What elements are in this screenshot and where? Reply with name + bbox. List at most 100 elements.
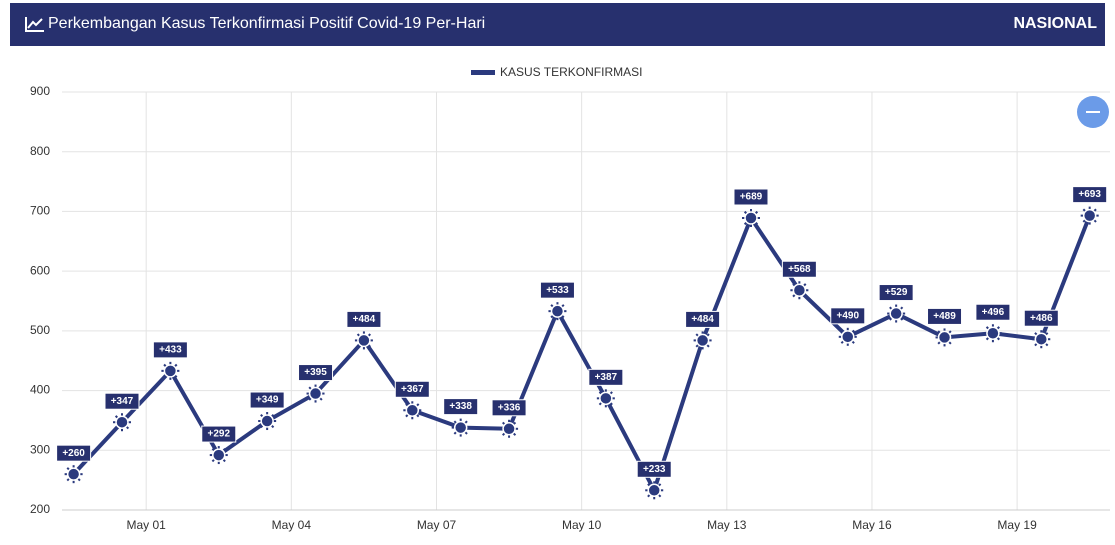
y-tick-label: 300 xyxy=(30,442,50,456)
label-box xyxy=(152,341,188,359)
label-box xyxy=(685,310,721,328)
data-label: +233 xyxy=(643,464,666,475)
marker-body xyxy=(115,415,129,429)
header: Perkembangan Kasus Terkonfirmasi Positif… xyxy=(10,3,1105,46)
marker-body xyxy=(453,420,468,435)
data-label: +489 xyxy=(933,311,956,322)
label-box xyxy=(588,368,624,386)
data-label: +484 xyxy=(691,314,714,325)
marker xyxy=(306,384,325,403)
marker xyxy=(548,302,567,321)
label-box xyxy=(201,425,237,443)
marker xyxy=(112,413,131,432)
data-label: +347 xyxy=(111,396,134,407)
label-box xyxy=(298,364,334,382)
y-tick-label: 500 xyxy=(30,323,50,337)
label-box xyxy=(104,392,140,410)
legend-label: KASUS TERKONFIRMASI xyxy=(500,65,642,79)
marker xyxy=(935,328,954,347)
marker xyxy=(887,304,906,323)
label-box xyxy=(249,391,285,409)
marker xyxy=(645,481,664,500)
marker-body xyxy=(792,283,807,298)
data-label: +486 xyxy=(1030,313,1053,324)
y-tick-label: 700 xyxy=(30,204,50,218)
marker-body xyxy=(550,304,565,318)
data-label: +568 xyxy=(788,264,811,275)
marker xyxy=(983,324,1002,343)
marker xyxy=(596,389,615,408)
label-box xyxy=(394,380,430,398)
marker-body xyxy=(841,330,855,344)
marker-body xyxy=(986,326,1000,340)
data-label: +693 xyxy=(1078,189,1101,200)
data-label: +336 xyxy=(498,402,521,413)
marker xyxy=(161,361,180,380)
marker-body xyxy=(260,414,274,428)
x-tick-label: May 10 xyxy=(562,518,602,532)
marker-body xyxy=(599,391,613,406)
marker xyxy=(838,327,857,346)
marker xyxy=(693,331,712,350)
marker-body xyxy=(889,306,903,321)
data-label: +367 xyxy=(401,384,424,395)
data-label: +529 xyxy=(885,287,908,298)
marker xyxy=(500,419,519,438)
label-box xyxy=(781,260,817,278)
x-tick-label: May 13 xyxy=(707,518,747,532)
marker xyxy=(209,446,228,465)
data-label: +689 xyxy=(740,192,763,203)
title: Perkembangan Kasus Terkonfirmasi Positif… xyxy=(48,15,486,32)
data-label: +496 xyxy=(982,307,1005,318)
label-box xyxy=(56,444,92,462)
marker-body xyxy=(212,448,226,462)
marker xyxy=(790,281,809,300)
data-label: +349 xyxy=(256,395,279,406)
label-box xyxy=(1023,309,1059,327)
region: NASIONAL xyxy=(1013,15,1097,32)
marker-body xyxy=(1034,332,1049,346)
data-label: +490 xyxy=(836,310,859,321)
marker xyxy=(64,465,83,484)
marker xyxy=(258,412,277,431)
data-label: +433 xyxy=(159,345,182,356)
marker xyxy=(1080,206,1099,225)
label-box xyxy=(443,398,479,416)
marker-body xyxy=(744,211,758,225)
marker-body xyxy=(308,386,323,401)
data-label: +260 xyxy=(62,448,85,459)
data-label: +484 xyxy=(353,314,376,325)
label-box xyxy=(927,307,963,325)
marker-body xyxy=(357,333,371,348)
label-box xyxy=(733,188,769,206)
data-label: +395 xyxy=(304,367,327,378)
y-tick-label: 200 xyxy=(30,502,50,516)
label-box xyxy=(346,310,382,328)
marker xyxy=(741,208,760,227)
label-box xyxy=(975,303,1011,321)
label-box xyxy=(830,307,866,325)
data-label: +387 xyxy=(595,372,618,383)
marker xyxy=(1032,330,1051,349)
marker-body xyxy=(937,330,952,345)
y-tick-label: 800 xyxy=(30,144,50,158)
marker xyxy=(451,418,470,437)
marker-body xyxy=(695,333,710,348)
x-tick-label: May 04 xyxy=(272,518,312,532)
marker-body xyxy=(66,467,81,481)
data-label: +338 xyxy=(449,401,472,412)
x-tick-label: May 07 xyxy=(417,518,457,532)
label-box xyxy=(539,281,575,299)
label-box xyxy=(636,460,672,478)
marker xyxy=(354,331,373,350)
marker-body xyxy=(647,483,661,498)
label-box xyxy=(1072,186,1108,204)
marker xyxy=(403,401,422,420)
x-tick-label: May 16 xyxy=(852,518,892,532)
marker-body xyxy=(405,403,420,418)
chart-icon xyxy=(25,17,44,32)
y-tick-label: 400 xyxy=(30,383,50,397)
data-label: +292 xyxy=(207,429,230,440)
